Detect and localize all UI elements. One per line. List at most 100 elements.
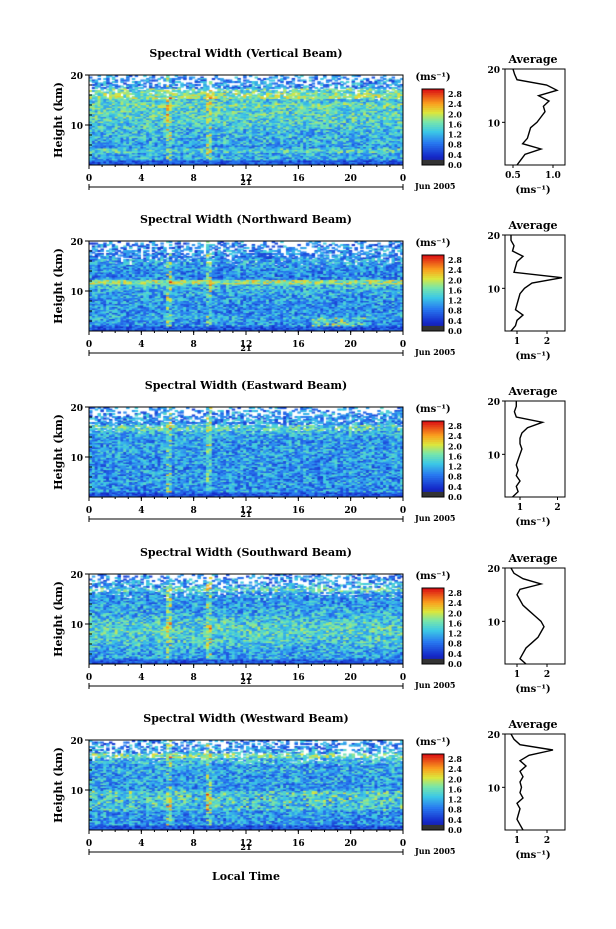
colorbar-swatch [422,445,444,449]
colorbar-swatch [422,759,444,763]
colorbar-swatch [422,256,444,260]
profile-line [512,68,559,166]
profile-x-tick-label: 0.5 [505,171,521,181]
colorbar-tick-label: 0.4 [448,482,462,492]
colorbar-swatch [422,470,444,473]
colorbar-swatch [422,317,444,321]
profile-x-tick-label: 2 [554,503,560,513]
colorbar-swatch [422,825,444,830]
profile-line [510,567,545,665]
colorbar-swatch [422,130,444,134]
colorbar-frame [421,587,445,665]
colorbar-swatch [422,765,444,768]
colorbar-swatch [422,639,444,642]
colorbar-swatch [422,298,444,302]
colorbar-unit: (ms⁻¹) [415,72,450,83]
colorbar-swatch [422,462,444,466]
colorbar-swatch [422,92,444,96]
x-tick-label: 0 [86,174,92,184]
colorbar-swatch [422,755,444,759]
colorbar-tick-label: 2.8 [448,89,462,99]
profile-frame [504,234,566,332]
colorbar-tick-label: 0.8 [448,639,462,649]
date-month-year: Jun 2005 [414,846,455,856]
colorbar-swatch [422,270,444,273]
profile-title: Average [507,219,557,232]
profile-y-tick-label: 20 [487,565,500,575]
colorbar-swatch [422,595,444,598]
colorbar-swatch [422,776,444,780]
colorbar-swatch [422,646,444,650]
colorbar-frame [421,753,445,831]
colorbar-swatch [422,483,444,487]
date-day: 21 [240,842,251,852]
colorbar-swatch [422,485,444,488]
colorbar-swatch [422,648,444,652]
colorbar-swatch [422,778,444,782]
date-day: 21 [240,676,251,686]
colorbar-tick-label: 1.6 [448,285,462,295]
colorbar-frame [421,420,445,498]
colorbar-swatch [422,788,444,791]
colorbar-swatch [422,310,444,313]
colorbar-swatch [422,142,444,145]
colorbar-swatch [422,113,444,117]
colorbar-swatch [422,474,444,477]
x-tick-label: 20 [344,673,357,683]
colorbar-tick-label: 2.0 [448,109,462,119]
profile-x-tick-label: 2 [544,836,550,846]
colorbar-tick-label: 2.4 [448,99,462,109]
panel-1 [85,68,566,190]
colorbar-swatch [422,784,444,787]
colorbar-swatch [422,424,444,428]
profile-x-tick-label: 1.0 [545,171,561,181]
panel-4 [85,567,566,689]
x-tick-label: 16 [292,174,305,184]
colorbar-swatch [422,795,444,799]
colorbar-swatch [422,300,444,303]
y-tick-label: 20 [70,404,83,414]
colorbar-swatch [422,94,444,98]
profile-x-label: (ms⁻¹) [515,850,550,861]
x-tick-label: 4 [138,673,144,683]
colorbar-swatch [422,790,444,793]
y-tick-label: 20 [70,72,83,82]
x-tick-label: 8 [191,673,197,683]
colorbar-swatch [422,757,444,761]
colorbar-tick-label: 1.6 [448,119,462,129]
x-tick-label: 12 [240,506,253,516]
colorbar-tick-label: 2.0 [448,774,462,784]
colorbar-frame [421,88,445,166]
colorbar-swatch [422,155,444,158]
colorbar-swatch [422,136,444,139]
panel-3 [85,400,566,522]
date-month-year: Jun 2005 [414,513,455,523]
profile-y-tick-label: 10 [487,285,500,295]
profile-title: Average [507,53,557,66]
colorbar-tick-label: 2.4 [448,265,462,275]
colorbar-swatch [422,260,444,264]
colorbar-swatch [422,160,444,165]
date-day: 21 [240,177,251,187]
spectral-width-heatmap [89,75,403,165]
colorbar-swatch [422,593,444,597]
colorbar-swatch [422,597,444,600]
colorbar-tick-label: 1.2 [448,130,462,140]
colorbar-swatch [422,115,444,118]
spectral-width-heatmap [89,740,403,830]
colorbar-swatch [422,287,444,290]
colorbar-swatch [422,434,444,437]
date-month-year: Jun 2005 [414,347,455,357]
colorbar-swatch [422,645,444,648]
colorbar-swatch [422,449,444,452]
colorbar-tick-label: 0.0 [448,659,462,669]
colorbar-tick-label: 1.2 [448,629,462,639]
colorbar-swatch [422,426,444,430]
colorbar-swatch [422,447,444,450]
profile-title: Average [507,718,557,731]
profile-y-tick-label: 20 [487,66,500,76]
colorbar-tick-label: 2.8 [448,421,462,431]
colorbar-swatch [422,443,444,447]
x-tick-label: 0 [400,839,406,849]
